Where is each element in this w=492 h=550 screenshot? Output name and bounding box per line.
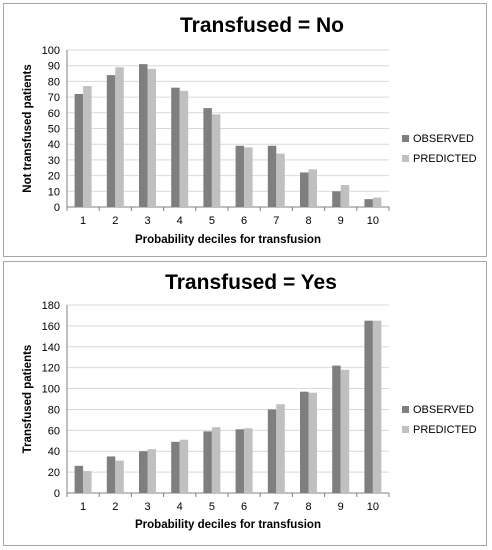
x-tick-label: 7 [273,215,279,227]
observed-bar [235,145,245,207]
y-tick-label: 10 [48,186,60,198]
y-tick-label: 0 [54,202,60,214]
predicted-bar [211,114,221,207]
legend-label-observed: OBSERVED [413,404,474,416]
predicted-bar [308,169,317,207]
x-axis-title: Probability deciles for transfusion [135,234,321,246]
x-tick-label: 5 [209,215,215,227]
y-axis-title: Not transfused patients [22,64,34,192]
predicted-bar [147,68,156,207]
predicted-bar [147,449,156,493]
y-tick-label: 30 [48,155,60,167]
x-axis-title: Probability deciles for transfusion [135,519,321,531]
y-tick-label: 60 [48,108,60,120]
legend-swatch-predicted [402,426,409,433]
x-tick-label: 4 [177,501,183,513]
x-tick-label: 6 [241,501,247,513]
x-tick-label: 2 [112,501,118,513]
y-tick-label: 120 [42,363,60,375]
x-tick-label: 1 [80,215,86,227]
x-tick-label: 8 [305,215,311,227]
observed-bar [364,320,373,493]
y-tick-label: 70 [48,92,60,104]
observed-bar [300,391,309,493]
legend-swatch-observed [402,135,409,142]
observed-bar [106,456,116,493]
observed-bar [139,451,148,493]
predicted-bar [276,404,285,493]
observed-bar [300,172,309,207]
predicted-bar [115,460,124,493]
x-tick-label: 2 [112,215,118,227]
observed-bar [364,199,373,207]
predicted-bar [115,67,124,207]
x-tick-label: 9 [338,215,344,227]
x-tick-label: 9 [338,501,344,513]
chart-no-transfusion: Transfused = No 0 10 20 30 40 50 60 70 80 90 100 1 2 3… [22,14,477,246]
predicted-bar [211,427,221,493]
chart-title: Transfused = No [180,14,344,37]
predicted-bar [276,153,285,207]
y-tick-label: 20 [48,467,60,479]
y-tick-label: 90 [48,61,60,73]
predicted-bar [308,392,317,493]
observed-bar [203,108,212,207]
observed-bar [171,87,180,207]
observed-bar [139,64,148,207]
observed-bar [106,75,116,208]
predicted-bar [83,471,92,493]
x-tick-label: 3 [144,215,150,227]
x-tick-label: 5 [209,501,215,513]
predicted-bar [83,86,92,207]
legend-swatch-observed [402,406,409,413]
legend-label-observed: OBSERVED [413,133,474,145]
predicted-bar [179,439,189,493]
observed-bar [203,431,212,493]
y-tick-label: 80 [48,404,60,416]
legend-label-predicted: PREDICTED [413,153,477,165]
y-tick-label: 60 [48,425,60,437]
y-tick-label: 40 [48,139,60,151]
observed-bar [74,465,84,493]
predicted-bar [179,90,189,207]
observed-bar [332,365,341,493]
y-tick-label: 100 [42,384,60,396]
observed-bar [74,93,84,207]
predicted-bar [372,320,382,493]
y-axis-title: Transfused patients [22,345,34,454]
y-tick-label: 80 [48,76,60,88]
legend-swatch-predicted [402,155,409,162]
legend-label-predicted: PREDICTED [413,424,477,436]
observed-bar [171,441,180,493]
observed-bar [235,429,245,493]
predicted-bar [244,428,253,493]
x-tick-label: 6 [241,215,247,227]
x-tick-label: 8 [305,501,311,513]
chart-title: Transfused = Yes [165,271,337,294]
y-tick-label: 160 [42,321,60,333]
observed-bar [267,409,277,493]
predicted-bar [372,197,382,207]
x-tick-label: 10 [367,501,379,513]
observed-bar [267,145,277,207]
x-tick-label: 3 [144,501,150,513]
predicted-bar [340,369,350,493]
chart-panel-transfusion: Transfused = Yes 0 20 40 60 80 100 120 140 160 180… [3,261,487,546]
y-tick-label: 50 [48,124,60,136]
x-tick-label: 7 [273,501,279,513]
y-tick-label: 180 [42,300,60,312]
x-tick-label: 1 [80,501,86,513]
predicted-bar [244,147,253,207]
y-tick-label: 100 [42,45,60,57]
observed-bar [332,191,341,207]
x-tick-label: 10 [367,215,379,227]
chart-transfusion: Transfused = Yes 0 20 40 60 80 100 120 140 160 180… [22,271,477,531]
x-tick-label: 4 [177,215,183,227]
y-tick-label: 140 [42,342,60,354]
predicted-bar [340,185,350,207]
y-tick-label: 40 [48,446,60,458]
y-tick-label: 0 [54,488,60,500]
chart-panel-no-transfusion: Transfused = No 0 10 20 30 40 50 60 70 80 90 100 1 2 3… [3,3,487,257]
y-tick-label: 20 [48,171,60,183]
